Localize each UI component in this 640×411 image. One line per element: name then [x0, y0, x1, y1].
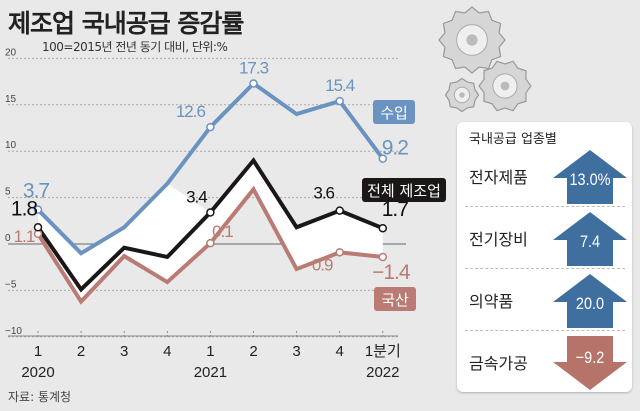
data-label: 1.8 [11, 197, 38, 220]
year-label: 2020 [21, 364, 54, 381]
divider [465, 268, 625, 269]
data-label: 15.4 [325, 76, 355, 95]
y-tick-label: 0 [5, 233, 11, 244]
industry-row: 전자제품 13.0% [457, 144, 632, 206]
data-point [335, 206, 344, 215]
arrow-up-icon [553, 212, 627, 266]
data-label: 3.6 [313, 184, 334, 203]
industry-row: 의약품 20.0 [457, 268, 632, 330]
data-point [378, 252, 388, 262]
y-tick-label: 15 [5, 94, 17, 105]
x-tick-label: 4 [163, 343, 171, 360]
data-point [335, 248, 344, 257]
data-label: 0.1 [212, 222, 233, 241]
data-label: 3.4 [186, 187, 207, 206]
y-tick-label: 20 [5, 47, 17, 58]
data-label: −0.9 [303, 255, 333, 274]
industry-value: −9.2 [575, 348, 605, 367]
legend-label: 전체 제조업 [367, 182, 441, 200]
industry-value: 20.0 [575, 294, 605, 313]
data-label: 3.7 [23, 180, 50, 203]
industry-row: 전기장비 7.4 [457, 206, 632, 268]
data-label: 12.6 [176, 102, 206, 121]
data-point [206, 122, 215, 132]
data-point [33, 223, 43, 232]
chart-title: 제조업 국내공급 증감률 [8, 9, 244, 38]
data-point [249, 79, 258, 88]
x-tick-label: 2 [249, 343, 257, 360]
data-point [206, 208, 215, 217]
data-point [33, 205, 43, 214]
legend-tag-import [373, 100, 415, 124]
x-tick-label: 1분기 [365, 343, 401, 360]
x-tick-label: 2 [77, 343, 85, 360]
x-tick-label: 4 [336, 343, 344, 360]
industry-panel: 국내공급 업종별 전자제품 13.0% 전기장비 7.4 의약품 20.0 금속가공 … [457, 122, 632, 392]
year-label: 2022 [366, 364, 399, 381]
arrow-down-icon [553, 336, 627, 390]
industry-value: 7.4 [579, 232, 601, 251]
industry-label: 전자제품 [469, 168, 528, 187]
legend-label: 수입 [380, 104, 408, 122]
industry-value: 13.0% [569, 170, 611, 189]
arrow-up-icon [553, 150, 627, 204]
legend-label: 국산 [381, 291, 409, 309]
data-label: 1.1 [14, 227, 35, 246]
data-label: 17.3 [239, 58, 269, 77]
industry-label: 전기장비 [469, 230, 528, 249]
data-point [378, 154, 388, 163]
panel-title: 국내공급 업종별 [469, 132, 557, 147]
chart-subtitle: 100=2015년 전년 동기 대비, 단위:% [42, 40, 228, 54]
industry-label: 의약품 [469, 292, 514, 311]
year-label: 2021 [194, 364, 227, 381]
x-tick-label: 3 [292, 343, 300, 360]
data-label: −1.4 [372, 261, 411, 284]
data-point [335, 96, 344, 106]
arrow-up-icon [553, 274, 627, 328]
data-point [206, 238, 215, 248]
divider [465, 330, 625, 331]
y-tick-label: 5 [5, 187, 11, 198]
industry-label: 금속가공 [469, 354, 528, 373]
divider [465, 206, 625, 207]
source-note: 자료: 통계청 [8, 390, 72, 404]
data-point [378, 223, 388, 233]
legend-tag-domestic [374, 287, 416, 311]
y-tick-label: −5 [5, 279, 17, 290]
y-tick-label: −10 [5, 326, 22, 337]
industry-row: 금속가공 −9.2 [457, 330, 632, 392]
y-tick-label: 10 [5, 140, 17, 151]
legend-tag-total [362, 178, 446, 202]
x-tick-label: 1 [206, 343, 214, 360]
x-tick-label: 3 [120, 343, 128, 360]
x-tick-label: 1 [34, 343, 42, 360]
gears-icon [438, 6, 532, 113]
data-label: 9.2 [382, 137, 409, 160]
data-label: 1.7 [382, 198, 409, 221]
